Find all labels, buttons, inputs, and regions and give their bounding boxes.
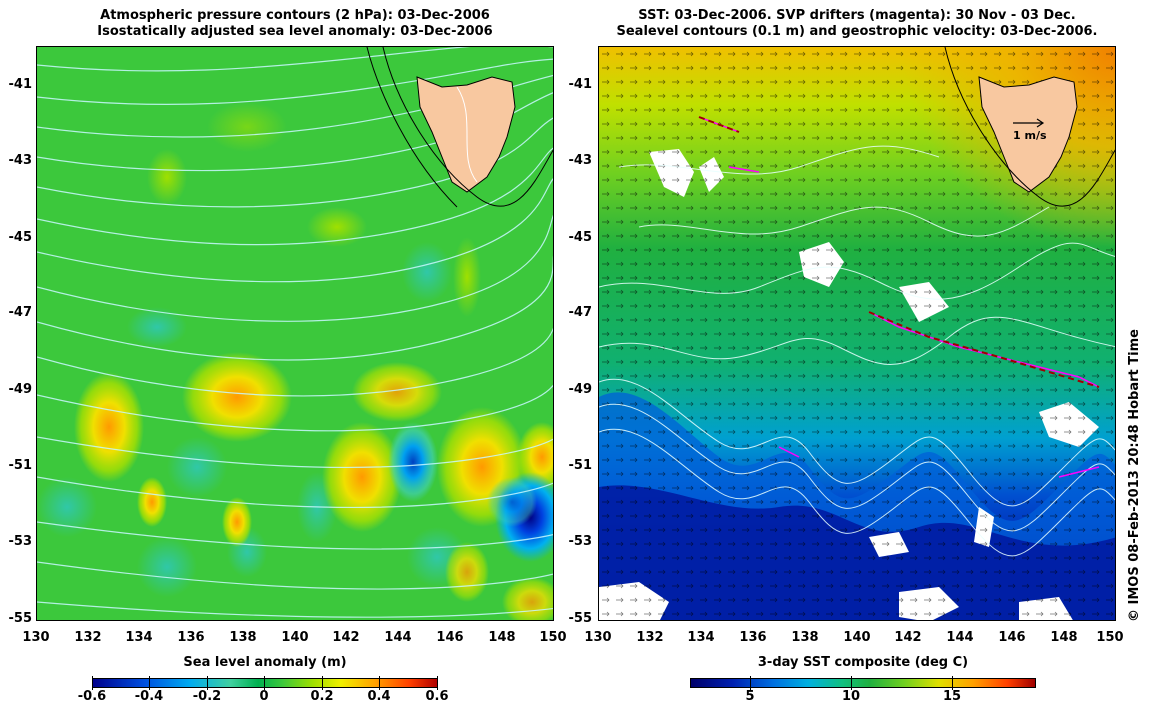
sst-map[interactable]: 1 m/s (598, 46, 1116, 621)
left-y-tick: -51 (8, 458, 33, 473)
left-x-tick: 140 (281, 630, 309, 645)
right-x-tick: 138 (791, 630, 819, 645)
left-y-tick: -41 (8, 77, 33, 92)
sst-colorbar (690, 678, 1036, 688)
left-colorbar-tick: 0.2 (310, 689, 334, 704)
left-colorbar-title: Sea level anomaly (m) (183, 655, 347, 670)
tasmania-landmass-sst (978, 76, 1078, 193)
right-x-tick: 136 (739, 630, 767, 645)
tasmania-landmass (416, 76, 516, 193)
right-colorbar-tick: 10 (841, 689, 861, 704)
left-x-tick: 150 (539, 630, 567, 645)
left-x-tick: 146 (436, 630, 464, 645)
sea-level-anomaly-field (37, 47, 553, 620)
left-y-tick: -47 (8, 305, 33, 320)
left-colorbar-tick: 0 (259, 689, 269, 704)
left-map-title: Atmospheric pressure contours (2 hPa): 0… (36, 8, 554, 40)
right-x-tick: 140 (843, 630, 871, 645)
left-x-tick: 130 (22, 630, 50, 645)
right-x-tick: 142 (894, 630, 922, 645)
right-colorbar-title: 3-day SST composite (deg C) (757, 655, 969, 670)
velocity-scale-arrow (1013, 118, 1045, 128)
right-y-tick: -55 (568, 611, 593, 626)
right-x-tick: 132 (636, 630, 664, 645)
right-y-tick: -45 (568, 230, 593, 245)
left-title-line1: Atmospheric pressure contours (2 hPa): 0… (100, 8, 490, 23)
left-x-tick: 142 (332, 630, 360, 645)
right-y-tick: -51 (568, 458, 593, 473)
sst-field: 1 m/s (599, 47, 1115, 620)
left-colorbar-tick: 0.6 (425, 689, 449, 704)
right-x-tick: 150 (1096, 630, 1124, 645)
left-x-tick: 138 (229, 630, 257, 645)
velocity-scale-label: 1 m/s (1013, 129, 1047, 142)
right-title-line2: Sealevel contours (0.1 m) and geostrophi… (616, 24, 1098, 39)
right-y-tick: -41 (568, 77, 593, 92)
left-y-tick: -43 (8, 153, 33, 168)
left-colorbar-tick: -0.2 (192, 689, 222, 704)
right-x-tick: 148 (1050, 630, 1078, 645)
left-y-tick: -55 (8, 611, 33, 626)
left-y-tick: -45 (8, 230, 33, 245)
right-x-tick: 134 (687, 630, 715, 645)
left-y-tick: -49 (8, 382, 33, 397)
right-y-tick: -47 (568, 305, 593, 320)
copyright-label: © IMOS 08-Feb-2013 20:48 Hobart Time (1127, 329, 1142, 622)
right-colorbar-tick: 15 (942, 689, 962, 704)
left-colorbar-tick: -0.6 (77, 689, 107, 704)
right-colorbar-tick: 5 (745, 689, 755, 704)
left-title-line2: Isostatically adjusted sea level anomaly… (97, 24, 493, 39)
left-colorbar-tick: 0.4 (367, 689, 391, 704)
right-title-line1: SST: 03-Dec-2006. SVP drifters (magenta)… (638, 8, 1076, 23)
right-y-tick: -43 (568, 153, 593, 168)
right-y-tick: -53 (568, 534, 593, 549)
left-x-tick: 132 (74, 630, 102, 645)
sea-level-colorbar (92, 678, 438, 688)
left-x-tick: 134 (125, 630, 153, 645)
right-y-tick: -49 (568, 382, 593, 397)
right-map-title: SST: 03-Dec-2006. SVP drifters (magenta)… (598, 8, 1116, 40)
right-x-tick: 130 (584, 630, 612, 645)
sea-level-anomaly-map[interactable] (36, 46, 554, 621)
left-x-tick: 148 (488, 630, 516, 645)
right-x-tick: 144 (946, 630, 974, 645)
right-x-tick: 146 (998, 630, 1026, 645)
left-x-tick: 144 (384, 630, 412, 645)
left-colorbar-tick: -0.4 (134, 689, 164, 704)
left-x-tick: 136 (177, 630, 205, 645)
left-y-tick: -53 (8, 534, 33, 549)
